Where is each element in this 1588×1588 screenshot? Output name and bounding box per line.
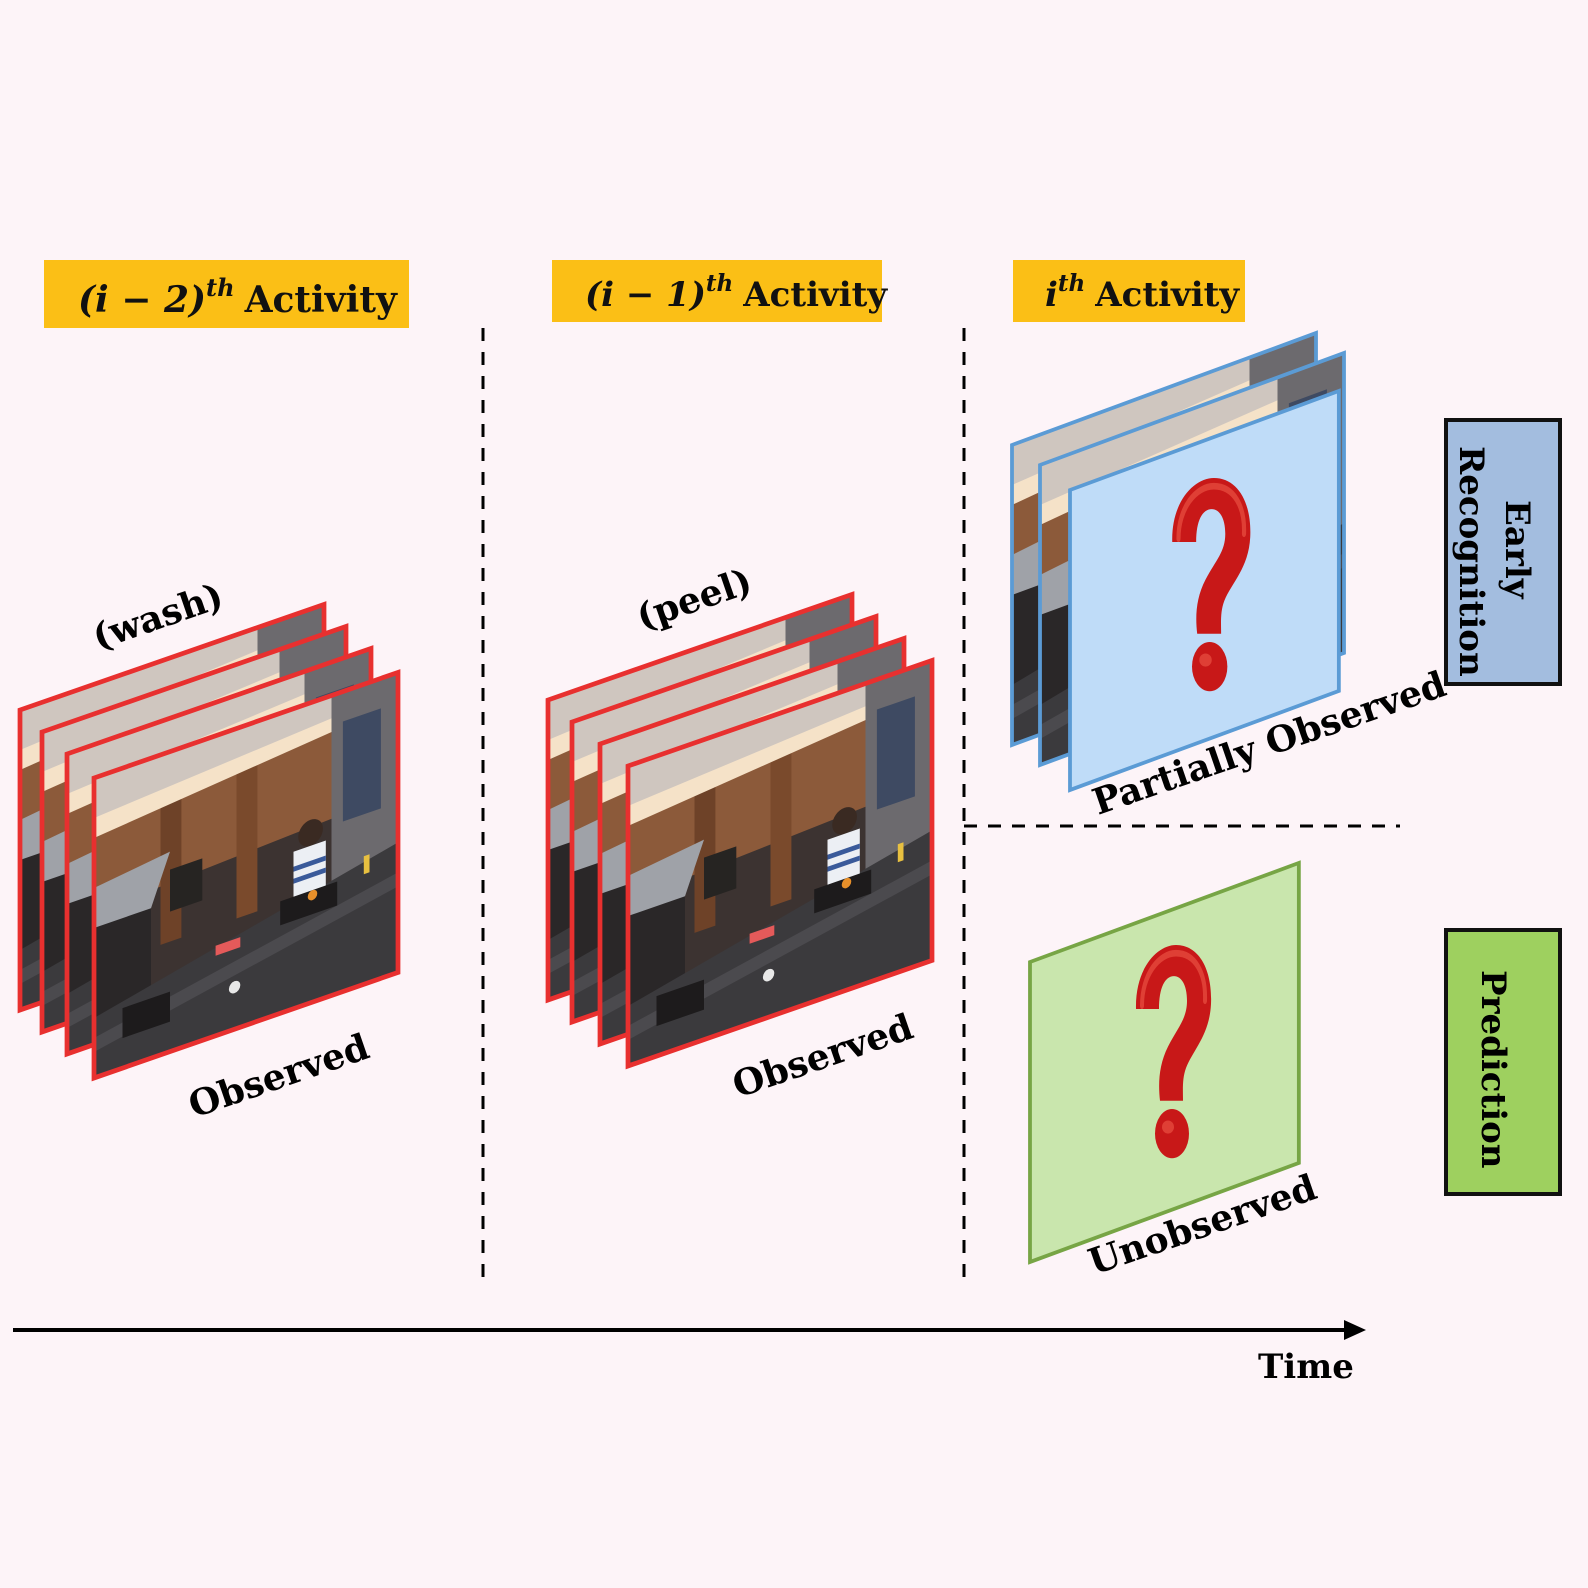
time-axis: Time xyxy=(13,1320,1366,1387)
video-frame xyxy=(625,657,935,1070)
prediction-label: Prediction xyxy=(1473,970,1513,1169)
early-recognition-box: Early Recognition xyxy=(1444,418,1562,686)
partial-stack-col3 xyxy=(1010,330,1346,793)
header-col3-text: ith Activity xyxy=(1045,270,1240,315)
observed-stack-col1 xyxy=(17,601,401,1082)
observed-stack-col2 xyxy=(545,591,935,1070)
header-col3: ith Activity xyxy=(1013,260,1245,322)
header-col1: (i − 2)th Activity xyxy=(44,260,409,328)
early-recognition-line2: Recognition xyxy=(1451,446,1491,677)
header-col2-text: (i − 1)th Activity xyxy=(585,270,888,315)
time-axis-label: Time xyxy=(1258,1347,1354,1387)
arrow-head-icon xyxy=(1344,1320,1366,1340)
header-col1-text: (i − 2)th Activity xyxy=(78,273,398,321)
early-recognition-line1: Early xyxy=(1497,500,1537,600)
unobserved-frame xyxy=(1028,860,1301,1265)
video-frame xyxy=(91,669,401,1082)
action-label-col2: (peel) xyxy=(631,560,757,638)
state-label-col1: Observed xyxy=(183,1026,374,1127)
header-col2: (i − 1)th Activity xyxy=(552,260,888,322)
prediction-box: Prediction xyxy=(1444,928,1562,1196)
